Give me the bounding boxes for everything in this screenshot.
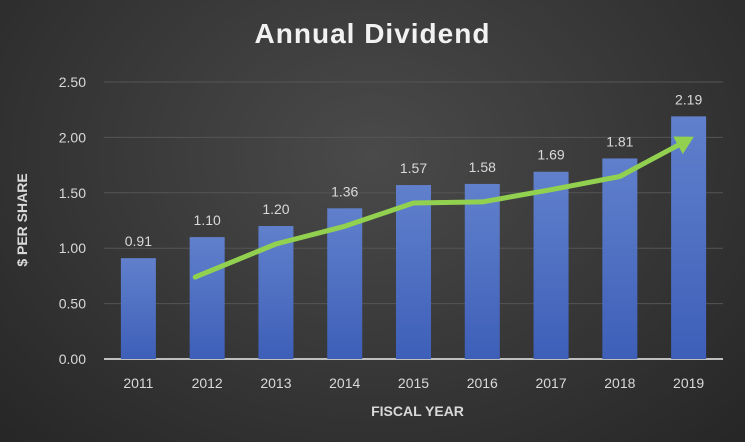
y-tick-label: 1.50 <box>59 185 86 201</box>
x-tick-label: 2019 <box>673 375 704 391</box>
bar <box>464 183 500 359</box>
bar <box>671 116 707 360</box>
data-label: 1.69 <box>537 147 564 163</box>
chart-title: Annual Dividend <box>254 18 491 49</box>
trend-arrow-line <box>192 137 692 280</box>
data-label: 1.81 <box>606 133 633 149</box>
data-label: 1.36 <box>331 183 358 199</box>
data-label: 1.57 <box>400 160 427 176</box>
data-label: 1.20 <box>262 201 289 217</box>
x-tick-label: 2016 <box>467 375 498 391</box>
data-label: 1.10 <box>194 212 221 228</box>
y-tick-label: 2.50 <box>59 74 86 90</box>
data-label: 0.91 <box>125 233 152 249</box>
bar <box>327 208 363 359</box>
bar <box>533 171 569 359</box>
x-tick-label: 2017 <box>535 375 566 391</box>
x-tick-label: 2018 <box>604 375 635 391</box>
bar <box>189 237 225 359</box>
x-tick-label: 2013 <box>260 375 291 391</box>
data-label: 2.19 <box>675 91 702 107</box>
data-label: 1.58 <box>469 159 496 175</box>
x-tick-label: 2011 <box>123 375 153 391</box>
bar <box>602 158 638 359</box>
x-axis-label: FISCAL YEAR <box>371 403 464 419</box>
y-tick-label: 1.00 <box>59 240 86 256</box>
x-tick-label: 2012 <box>192 375 223 391</box>
x-tick-label: 2015 <box>398 375 429 391</box>
bar <box>120 258 156 359</box>
bar <box>396 185 431 359</box>
y-tick-label: 0.50 <box>59 296 86 312</box>
trend-arrow-head <box>673 136 694 155</box>
y-tick-label: 0.00 <box>59 351 86 367</box>
y-tick-label: 2.00 <box>59 129 86 145</box>
x-tick-label: 2014 <box>329 375 360 391</box>
